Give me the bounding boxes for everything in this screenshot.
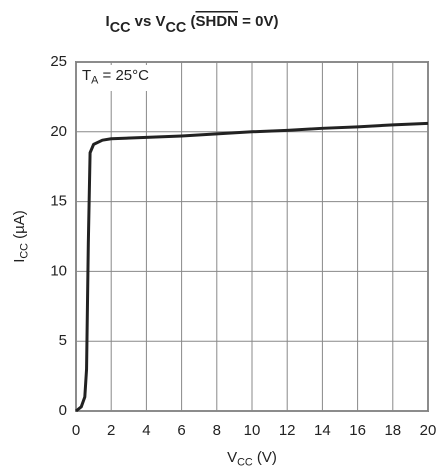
text-part: CC [110,20,131,36]
y-tick-label: 15 [50,193,67,210]
y-tick-label: 20 [50,123,67,140]
y-tick-label: 10 [50,262,67,279]
text-part: I [11,259,28,263]
x-tick-label: 0 [72,422,80,439]
text-part: (V) [253,449,277,466]
x-tick-label: 6 [177,422,185,439]
x-tick-label: 16 [349,422,366,439]
x-tick-label: 8 [213,422,221,439]
y-tick-label: 25 [50,53,67,70]
text-part: (µA) [11,210,28,243]
y-tick-label: 5 [59,332,67,349]
chart-title: ICC vs VCC (SHDN = 0V) [106,13,279,36]
text-part: CC [166,20,187,36]
text-part: A [91,74,99,86]
x-tick-label: 20 [420,422,437,439]
text-part: = 0V) [238,13,278,30]
y-axis-label: ICC (µA) [11,210,30,263]
text-part: T [82,67,91,84]
x-tick-label: 4 [142,422,150,439]
y-tick-label: 0 [59,402,67,419]
text-part: V [227,449,237,466]
x-tick-label: 2 [107,422,115,439]
x-tick-label: 18 [384,422,401,439]
x-axis-label: VCC (V) [227,449,277,468]
x-tick-label: 12 [279,422,296,439]
series-line [75,121,429,413]
text-part: CC [18,243,30,259]
annotation-bg [78,65,160,91]
text-part: = 25°C [98,67,149,84]
text-part: CC [237,456,253,468]
text-part: ( [186,13,195,30]
annotation: TA = 25°C [82,67,149,86]
text-part: vs V [131,13,166,30]
x-tick-label: 14 [314,422,331,439]
text-part: SHDN [196,13,239,30]
text-part: I [106,13,110,30]
x-tick-label: 10 [244,422,261,439]
